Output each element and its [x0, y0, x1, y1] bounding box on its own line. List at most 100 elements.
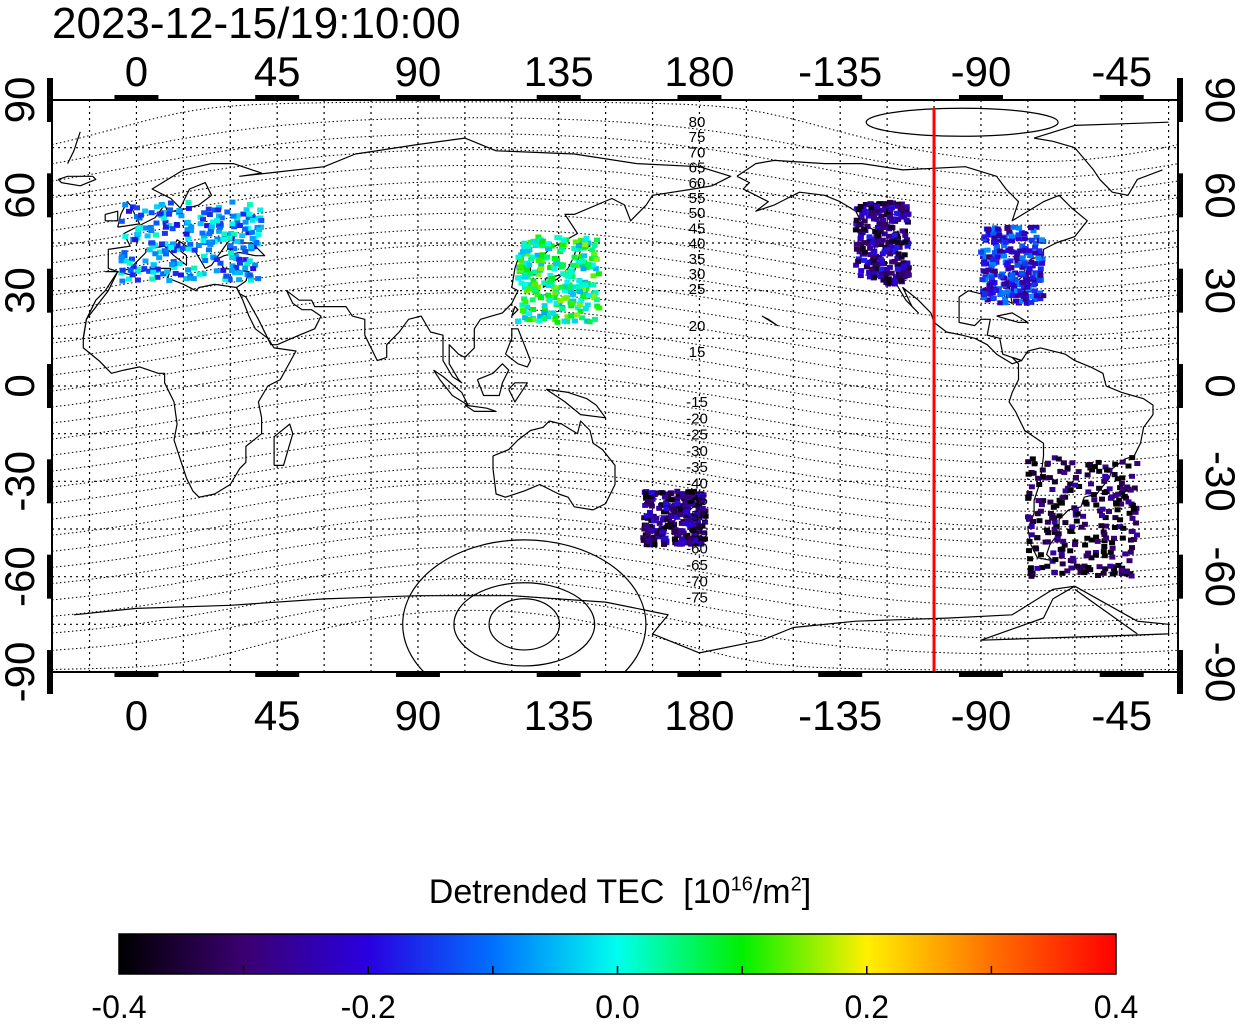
tec-point	[980, 295, 987, 301]
tec-point	[1020, 248, 1027, 254]
tec-point	[873, 240, 880, 246]
x-tick-label-bottom: -45	[1091, 692, 1152, 739]
x-tick-bar-top	[255, 95, 300, 101]
tec-point	[234, 238, 241, 244]
coastline	[104, 210, 119, 222]
maglat-contour	[52, 562, 1178, 623]
tec-point	[243, 207, 250, 213]
tec-point	[1037, 266, 1044, 272]
tec-point	[986, 254, 993, 260]
tec-point	[1044, 460, 1051, 466]
tec-point	[569, 274, 576, 280]
tec-point	[176, 261, 183, 267]
y-tick-bar-left	[47, 268, 53, 313]
tec-point	[519, 302, 526, 308]
tec-point	[577, 237, 584, 243]
tec-point	[560, 271, 567, 277]
tec-point	[1057, 468, 1064, 474]
tec-point	[1028, 259, 1035, 265]
tec-point	[1103, 523, 1109, 529]
tec-point	[1012, 276, 1019, 282]
tec-point	[572, 284, 579, 290]
graticule	[52, 100, 1178, 672]
tec-point	[899, 206, 905, 212]
coastline	[476, 363, 510, 397]
tec-point	[878, 213, 885, 219]
tec-point	[248, 277, 254, 283]
maglat-label: -35	[686, 459, 708, 476]
colorbar-tick-label: 0.0	[595, 989, 639, 1024]
tec-point	[560, 237, 567, 243]
tec-point	[146, 247, 153, 253]
x-tick-label-top: -90	[951, 48, 1012, 95]
tec-point	[1001, 253, 1007, 259]
tec-point	[1081, 570, 1088, 576]
tec-point	[585, 261, 592, 267]
tec-point	[1051, 519, 1058, 525]
tec-point	[144, 233, 151, 239]
tec-point	[1109, 540, 1116, 546]
tec-point	[190, 276, 197, 282]
tec-point	[185, 235, 192, 241]
tec-point	[1037, 508, 1044, 514]
tec-point	[871, 236, 878, 242]
tec-point	[226, 277, 233, 283]
tec-point	[152, 251, 159, 257]
tec-point	[1055, 531, 1062, 537]
tec-point	[575, 243, 582, 249]
tec-point	[1067, 481, 1074, 487]
tec-point	[890, 235, 897, 241]
tec-point	[590, 282, 597, 288]
tec-point	[883, 212, 890, 218]
maglat-label: 20	[689, 318, 706, 335]
tec-point	[576, 278, 583, 283]
tec-point	[571, 246, 578, 251]
tec-point	[546, 297, 553, 303]
tec-point	[987, 284, 993, 289]
tec-point	[674, 541, 681, 547]
tec-point	[214, 257, 220, 262]
tec-point	[1061, 542, 1068, 548]
tec-point	[1101, 553, 1108, 559]
tec-point	[1072, 539, 1079, 545]
tec-point	[855, 258, 862, 264]
tec-point	[885, 239, 892, 245]
tec-point	[1001, 281, 1008, 287]
tec-point	[1032, 240, 1039, 246]
tec-point	[1016, 298, 1023, 304]
tec-point	[653, 515, 660, 521]
tec-point	[1007, 246, 1014, 252]
pole-contour	[402, 539, 647, 672]
tec-point	[1022, 261, 1029, 267]
tec-point	[582, 242, 589, 248]
maglat-label: 40	[689, 236, 706, 253]
x-tick-bar-bottom	[114, 671, 159, 677]
x-tick-bar-bottom	[677, 671, 722, 677]
tec-point	[1058, 549, 1065, 555]
tec-point	[878, 242, 885, 247]
tec-point	[1116, 497, 1123, 503]
tec-point	[1121, 493, 1128, 499]
tec-point	[538, 295, 544, 301]
tec-point	[668, 521, 675, 527]
x-tick-label-top: 180	[664, 48, 734, 95]
tec-point	[174, 246, 181, 252]
tec-point	[228, 268, 235, 274]
tec-point	[582, 294, 589, 300]
tec-point	[1060, 460, 1067, 466]
maglat-contour	[52, 387, 1178, 449]
tec-point	[157, 249, 164, 255]
tec-point	[200, 271, 207, 277]
colorbar-tick-label: 0.2	[845, 989, 889, 1024]
tec-point	[888, 224, 895, 230]
tec-point	[903, 217, 910, 223]
tec-point	[857, 234, 864, 240]
tec-point	[582, 282, 589, 288]
tec-point	[903, 211, 910, 217]
tec-point	[217, 221, 224, 227]
tec-point	[1028, 532, 1035, 538]
tec-point	[1025, 494, 1032, 500]
tec-point	[1040, 293, 1047, 299]
tec-point	[212, 207, 218, 213]
tec-point	[136, 215, 143, 221]
